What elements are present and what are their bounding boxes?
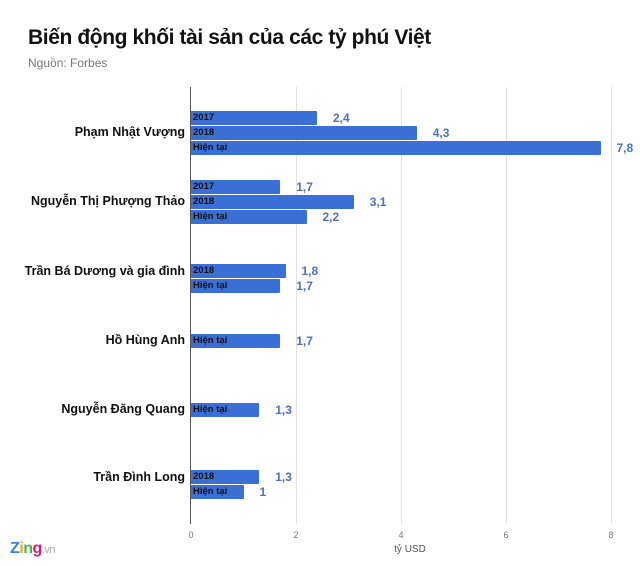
bar: Hiện tại [191,279,281,293]
bar-value: 1,3 [275,403,292,417]
category-label: Phạm Nhật Vượng [74,125,185,139]
bar-label: Hiện tại [193,211,228,222]
bar-label: 2017 [193,112,215,123]
x-tick-0: 0 [188,530,194,540]
bar-value: 1,3 [275,470,292,484]
bar-label: Hiện tại [193,404,228,415]
bar: Hiện tại [191,334,281,348]
bar: 2017 [191,180,281,194]
bar: 2018 [191,470,260,484]
bar-label: Hiện tại [193,280,228,291]
bar: Hiện tại [191,141,601,155]
x-tick-2: 2 [293,530,299,540]
gridline-2 [296,87,297,524]
x-tick-4: 4 [398,530,404,540]
x-axis-label: tỷ USD [394,544,426,555]
bar: 2018 [191,195,354,209]
gridline-4 [401,87,402,524]
category-label: Hồ Hùng Anh [105,333,185,347]
x-tick-6: 6 [503,530,509,540]
bar: 2018 [191,264,286,278]
bar-label: 2018 [193,196,215,207]
bar-value: 3,1 [369,195,387,209]
category-label: Nguyễn Thị Phượng Thảo [30,194,185,208]
category-label: Nguyễn Đăng Quang [61,402,185,416]
category-label: Trần Bá Dương và gia đình [24,264,185,278]
bar: 2017 [191,111,317,125]
bar-label: Hiện tại [193,486,228,497]
y-axis-line [190,87,191,524]
bar-value: 2,2 [322,210,340,224]
gridline-8 [611,87,612,524]
bar-value: 2,4 [333,111,350,125]
bar-value: 7,8 [616,141,634,155]
zing-logo: Zing.vn [10,540,55,557]
bar-value: 1,8 [301,264,319,278]
bar-value: 4,3 [432,126,450,140]
bar-value: 1,7 [296,180,313,194]
bar: 2018 [191,126,417,140]
bar: Hiện tại [191,485,244,499]
bar-label: Hiện tại [193,335,228,346]
bar-value: 1,7 [296,279,313,293]
x-tick-8: 8 [608,530,614,540]
chart-title: Biến động khối tài sản của các tỷ phú Vi… [28,26,431,49]
bar: Hiện tại [191,403,260,417]
category-label: Trần Đình Long [93,470,185,484]
bar-label: Hiện tại [193,142,228,153]
bar-label: 2018 [193,265,215,276]
chart-source: Nguồn: Forbes [28,56,108,70]
bar-label: 2018 [193,471,215,482]
bar-value: 1 [259,485,267,499]
bar-value: 1,7 [296,334,313,348]
bar: Hiện tại [191,210,307,224]
bar-label: 2018 [193,127,215,138]
bar-label: 2017 [193,181,215,192]
gridline-6 [506,87,507,524]
